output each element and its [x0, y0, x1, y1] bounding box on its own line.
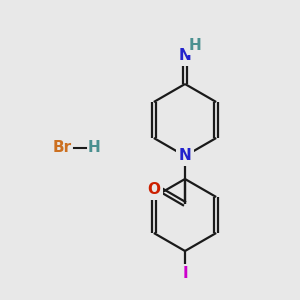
Text: H: H — [189, 38, 201, 53]
Text: Br: Br — [52, 140, 72, 155]
Text: O: O — [148, 182, 160, 197]
Text: N: N — [178, 148, 191, 164]
Text: H: H — [88, 140, 100, 155]
Text: N: N — [178, 49, 191, 64]
Text: I: I — [182, 266, 188, 281]
